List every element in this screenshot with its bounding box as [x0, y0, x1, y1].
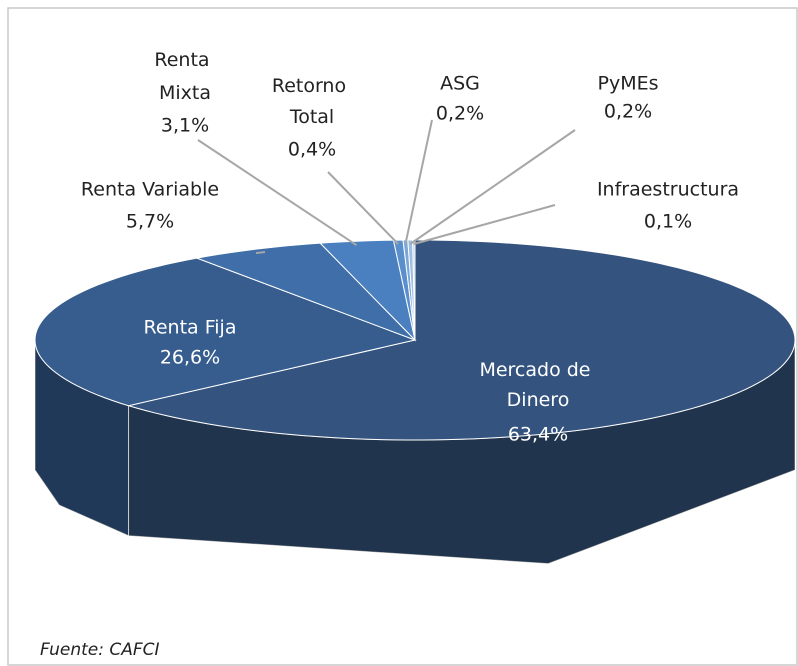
- value-label: 0,1%: [644, 211, 692, 233]
- slice-label: Renta Fija: [144, 317, 237, 339]
- side-shade: [128, 340, 795, 564]
- leader-line: [327, 171, 399, 245]
- pie-slice: [126, 239, 796, 441]
- slice-label: ASG: [440, 73, 480, 95]
- value-label: 0,2%: [436, 103, 484, 125]
- side-shade: [35, 340, 129, 536]
- source-note: Fuente: CAFCI: [40, 640, 160, 660]
- slice-label: Renta Mixta: [154, 49, 215, 104]
- value-label: 0,4%: [288, 139, 336, 161]
- leader-line: [255, 251, 266, 255]
- leader-line: [197, 139, 358, 247]
- leader-line: [409, 129, 576, 245]
- value-label: 5,7%: [126, 211, 174, 233]
- value-label: 3,1%: [161, 115, 209, 137]
- pie-slice: [195, 242, 416, 341]
- value-label: 26,6%: [160, 347, 220, 369]
- pie-slice: [412, 239, 416, 341]
- leader-line: [404, 119, 433, 245]
- value-label: 63,4%: [508, 424, 568, 446]
- leader-line: [413, 204, 556, 245]
- slice-label: Renta Variable: [81, 179, 219, 201]
- value-label: 0,2%: [604, 101, 652, 123]
- slice-label: Infraestructura: [597, 179, 739, 201]
- pie-slice: [319, 239, 416, 342]
- slice-label: Mercado de Dinero: [479, 359, 596, 411]
- pie-slice: [34, 257, 417, 407]
- slice-label: PyMEs: [598, 73, 659, 95]
- slice-label: Retorno Total: [272, 75, 352, 128]
